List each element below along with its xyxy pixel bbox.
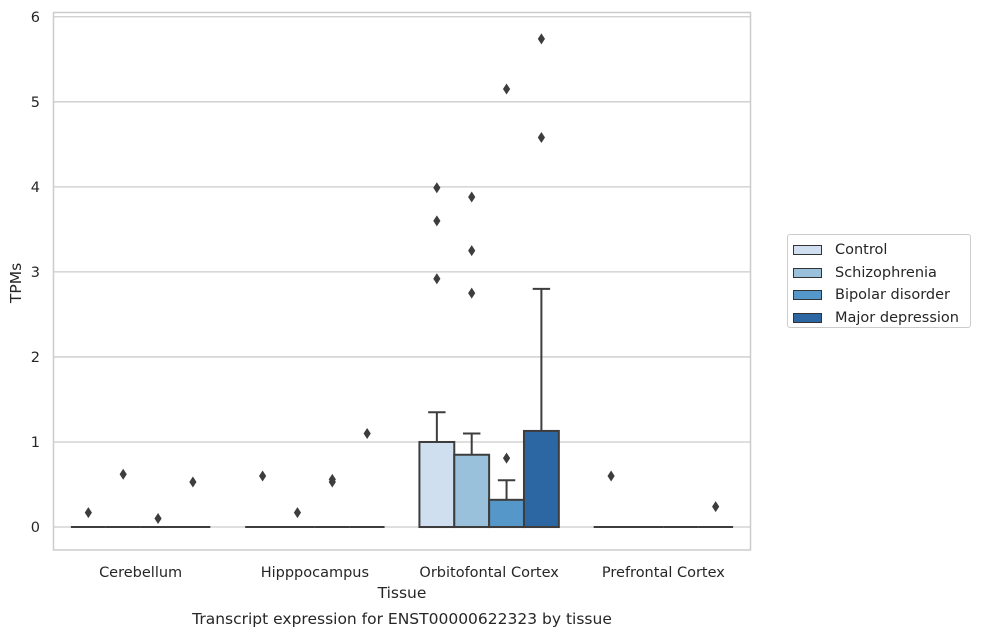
outlier-point — [468, 287, 476, 299]
outlier-point — [293, 507, 302, 519]
plot-area-frame — [52, 11, 752, 551]
outlier-point — [119, 468, 127, 480]
outlier-point — [468, 191, 476, 203]
y-axis-label: TPMs — [7, 263, 25, 304]
series-schizophrenia — [105, 191, 664, 529]
y-tick-label: 3 — [31, 265, 40, 281]
outlier-point — [189, 476, 197, 488]
legend-label: Major depression — [835, 309, 959, 326]
series-major-depression — [175, 33, 734, 529]
legend: Control Schizophrenia Bipolar disorder Majo… — [787, 234, 971, 328]
legend-label: Bipolar disorder — [835, 287, 950, 304]
series-bipolar-disorder — [140, 83, 699, 529]
legend-item: Major depression — [793, 307, 970, 330]
x-tick-labels: Cerebellum Hipppocampus Orbitofontal Corte… — [99, 565, 725, 581]
y-tick-label: 2 — [31, 350, 40, 366]
y-tick-labels: 0 1 2 3 4 5 6 — [31, 10, 40, 536]
outlier-point — [259, 470, 267, 482]
box — [488, 498, 525, 529]
y-tick-label: 1 — [31, 435, 40, 451]
legend-swatch — [793, 267, 822, 278]
x-tick-label: Hipppocampus — [261, 565, 369, 581]
outlier-point — [433, 215, 441, 227]
x-tick-label: Orbitofontal Cortex — [419, 565, 559, 581]
legend-item: Bipolar disorder — [793, 284, 970, 307]
outlier-point — [712, 501, 720, 513]
plot-marks — [70, 33, 734, 529]
y-tick-label: 4 — [31, 180, 40, 196]
legend-swatch — [793, 290, 822, 301]
outlier-point — [502, 83, 511, 95]
x-tick-label: Cerebellum — [99, 565, 182, 581]
legend-item: Schizophrenia — [793, 262, 970, 285]
y-tick-label: 6 — [31, 10, 40, 26]
legend-item: Control — [793, 239, 970, 262]
outlier-point — [363, 427, 371, 439]
y-tick-label: 0 — [31, 520, 40, 536]
x-tick-label: Prefrontal Cortex — [602, 565, 725, 581]
box — [453, 453, 491, 529]
outlier-point — [433, 273, 441, 285]
chart-caption: Transcript expression for ENST0000062232… — [191, 610, 612, 628]
outlier-point — [84, 507, 92, 519]
legend-swatch — [793, 312, 822, 323]
legend-label: Control — [835, 242, 888, 259]
outlier-point — [537, 33, 545, 45]
outlier-point — [328, 473, 336, 485]
gridlines — [53, 16, 751, 528]
outlier-point — [154, 513, 162, 525]
y-tick-label: 5 — [31, 95, 40, 111]
series-control — [70, 182, 629, 529]
outlier-point — [468, 245, 476, 257]
x-axis-label: Tissue — [377, 584, 427, 602]
outlier-point — [607, 470, 615, 482]
outlier-point — [433, 182, 441, 194]
box — [522, 429, 560, 529]
outlier-point — [502, 452, 511, 464]
outlier-point — [537, 132, 545, 144]
legend-label: Schizophrenia — [835, 264, 937, 281]
box — [418, 440, 456, 529]
legend-swatch — [793, 245, 822, 256]
